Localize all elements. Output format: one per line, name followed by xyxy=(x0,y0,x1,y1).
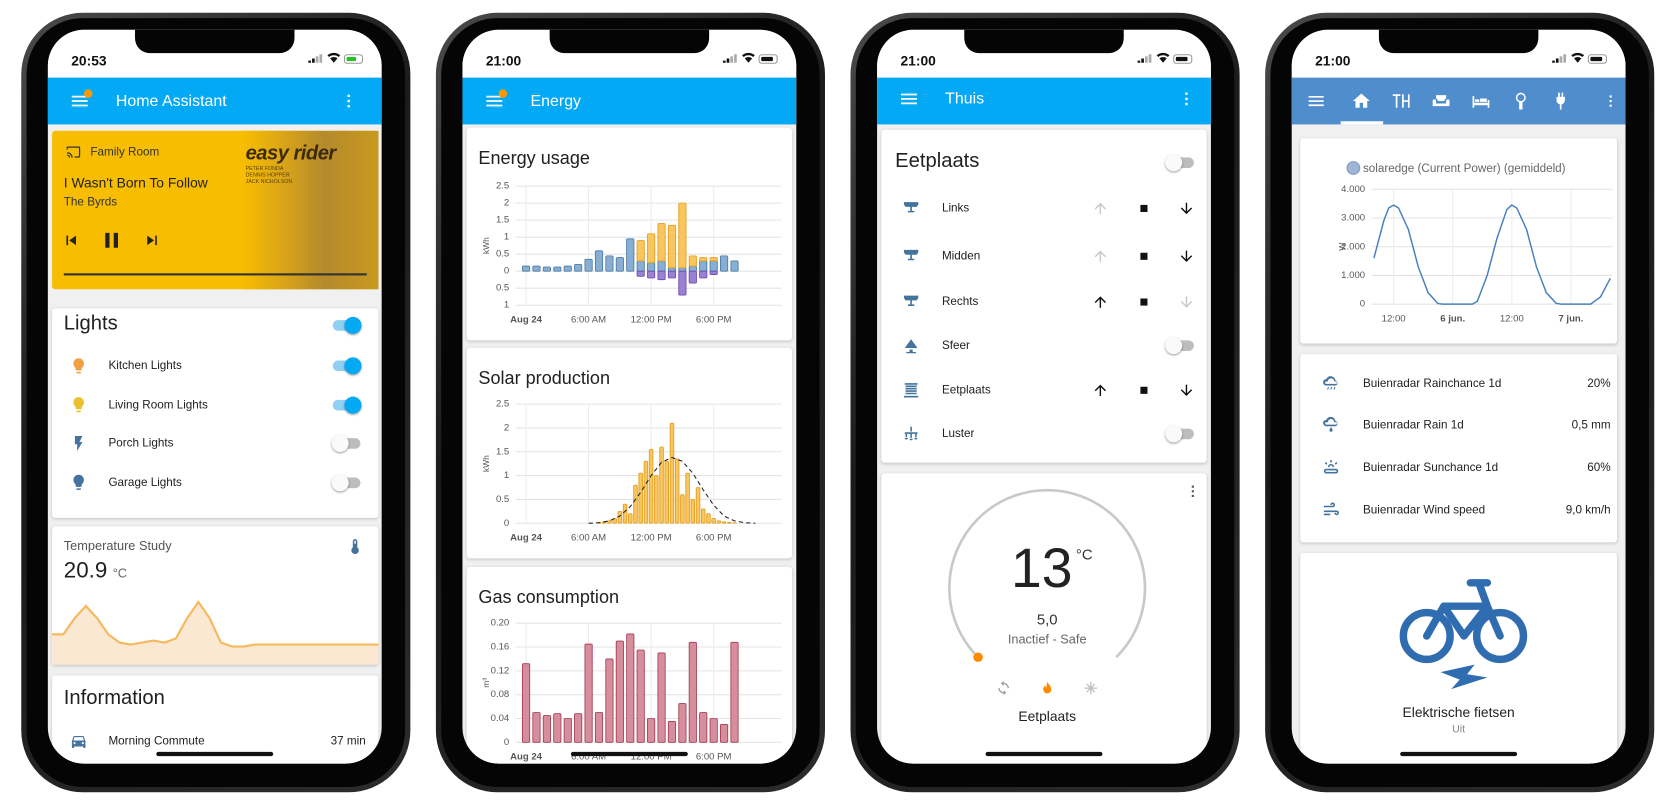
entity-name[interactable]: Rechts xyxy=(941,295,979,309)
toggle-knob xyxy=(344,357,362,375)
phone: 21:00 Energy Energy usage Solar production G… xyxy=(435,12,825,793)
chart-title: Solar production xyxy=(478,367,611,389)
notch xyxy=(964,29,1124,54)
media-source: Family Room xyxy=(90,145,160,159)
phone: 21:00 Thuis Eetplaats Links Midden Rechts Sfee… xyxy=(850,12,1240,793)
app-bar xyxy=(1291,77,1626,125)
card-title: Information xyxy=(63,687,165,710)
screen: 21:00 Buienradar Rainchance 1d 20% Buienrad… xyxy=(1291,29,1626,764)
sensor-value: 9,0 km/h xyxy=(1565,504,1611,517)
status-time: 21:00 xyxy=(485,52,522,69)
entity-name[interactable]: Eetplaats xyxy=(941,383,991,397)
toggle-knob xyxy=(1165,425,1183,443)
sensors-card xyxy=(1300,354,1618,543)
bike-state: Uit xyxy=(1452,724,1466,736)
light-name[interactable]: Garage Lights xyxy=(108,475,182,489)
thermostat-state: Inactief - Safe xyxy=(1007,631,1087,647)
app-bar xyxy=(47,77,382,125)
home-indicator xyxy=(570,751,688,757)
toggle[interactable] xyxy=(331,315,363,336)
media-title: I Wasn't Born To Follow xyxy=(63,174,208,191)
sensor-name: Buienradar Rainchance 1d xyxy=(1362,377,1502,391)
chart-card xyxy=(1300,138,1618,344)
screen: 21:00 Thuis Eetplaats Links Midden Rechts Sfee… xyxy=(877,29,1211,764)
light-name[interactable]: Living Room Lights xyxy=(108,398,208,412)
toggle[interactable] xyxy=(331,433,363,454)
thermostat-unit: °C xyxy=(1075,545,1093,563)
card-title: Eetplaats xyxy=(895,149,980,173)
tab-indicator xyxy=(1340,121,1384,125)
app-bar-title: Home Assistant xyxy=(115,91,227,111)
info-name: Morning Commute xyxy=(108,734,205,748)
toggle[interactable] xyxy=(331,355,363,376)
home-indicator xyxy=(156,751,274,757)
entity-name[interactable]: Midden xyxy=(941,249,981,263)
status-time: 20:53 xyxy=(71,52,107,69)
bike-name: Elektrische fietsen xyxy=(1402,704,1515,720)
screen: 21:00 Energy Energy usage Solar production G… xyxy=(462,29,797,764)
home-indicator xyxy=(985,751,1103,757)
light-name[interactable]: Kitchen Lights xyxy=(108,359,182,373)
entities-card xyxy=(881,129,1207,463)
toggle[interactable] xyxy=(331,394,363,415)
toggle-knob xyxy=(331,434,349,452)
toggle[interactable] xyxy=(1164,152,1196,173)
app-bar xyxy=(877,77,1211,125)
entity-name[interactable]: Luster xyxy=(941,427,975,441)
screen: 20:53 Home Assistant easy rider PETER FONDA… xyxy=(47,29,382,764)
sensor-value: 20.9 xyxy=(63,558,108,583)
toggle[interactable] xyxy=(1164,423,1196,444)
toggle[interactable] xyxy=(331,472,363,493)
sensor-unit: °C xyxy=(112,565,128,581)
light-name[interactable]: Porch Lights xyxy=(108,437,174,450)
thermostat-name: Eetplaats xyxy=(1018,708,1076,725)
sensor-value: 0,5 mm xyxy=(1571,419,1611,432)
album-art-credit: DENNIS HOPPER xyxy=(245,172,290,179)
toggle-knob xyxy=(331,473,349,491)
app-bar-title: Energy xyxy=(530,91,582,111)
sensor-name: Buienradar Wind speed xyxy=(1362,504,1486,517)
information-card xyxy=(52,675,379,764)
entity-name[interactable]: Sfeer xyxy=(941,339,970,353)
app-bar-title: Thuis xyxy=(945,89,985,108)
entity-name[interactable]: Links xyxy=(941,202,970,215)
home-indicator xyxy=(1400,751,1518,757)
status-time: 21:00 xyxy=(900,52,936,69)
status-time: 21:00 xyxy=(1315,52,1351,69)
thermostat-target: 5,0 xyxy=(1036,610,1058,628)
notch xyxy=(549,29,710,54)
app-bar xyxy=(462,77,797,125)
notch xyxy=(135,29,295,54)
media-progress xyxy=(63,273,367,276)
sensor-value: 60% xyxy=(1587,461,1611,475)
lights-card xyxy=(52,308,379,518)
notch xyxy=(1378,29,1539,54)
card-title: Lights xyxy=(63,312,118,335)
thermostat-temperature: 13 xyxy=(1011,538,1073,600)
album-art-credit: PETER FONDA xyxy=(245,165,284,173)
sensor-name: Buienradar Sunchance 1d xyxy=(1362,461,1499,475)
info-value: 37 min xyxy=(330,734,366,748)
album-art xyxy=(243,130,379,290)
sensor-name: Temperature Study xyxy=(63,538,172,554)
chart-title: Energy usage xyxy=(478,147,590,169)
toggle-knob xyxy=(1165,337,1183,355)
toggle-knob xyxy=(344,396,362,414)
sensor-name: Buienradar Rain 1d xyxy=(1362,419,1464,432)
phone: 21:00 Buienradar Rainchance 1d 20% Buienrad… xyxy=(1265,12,1655,793)
phone: 20:53 Home Assistant easy rider PETER FONDA… xyxy=(21,12,411,793)
sensor-value: 20% xyxy=(1587,377,1611,391)
chart-title: Gas consumption xyxy=(478,587,620,608)
album-art-title: easy rider xyxy=(245,142,337,165)
album-art-credit: JACK NICHOLSON xyxy=(245,178,293,186)
toggle[interactable] xyxy=(1164,335,1196,356)
toggle-knob xyxy=(1165,154,1183,172)
toggle-knob xyxy=(344,316,362,334)
media-artist: The Byrds xyxy=(63,195,118,209)
